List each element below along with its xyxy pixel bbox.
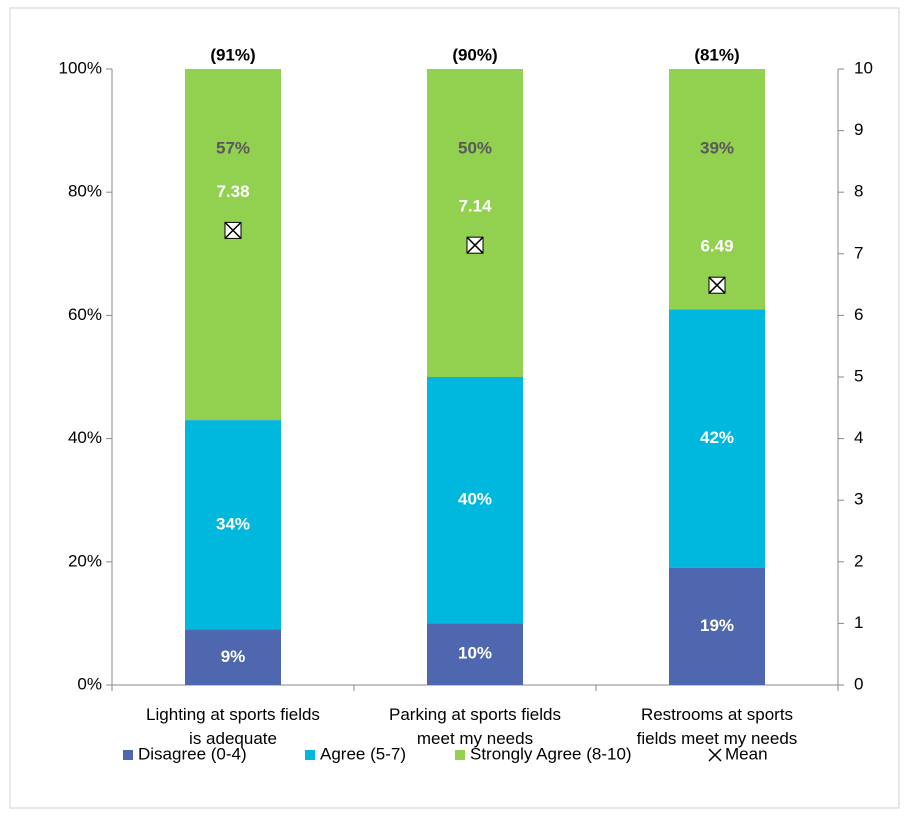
bar-segment [427,623,523,685]
y2-tick-label: 2 [854,551,863,570]
x-tick-label-line: meet my needs [416,729,534,748]
value-label: 57% [216,138,250,157]
value-label: 40% [458,490,492,509]
bar-segment [427,69,523,377]
bar-segment [427,377,523,624]
y2-tick-label: 3 [854,490,863,509]
y-tick-label: 0% [77,674,102,693]
y2-tick-label: 0 [854,674,863,693]
legend-label: Mean [725,744,768,763]
mean-label: 7.38 [216,182,249,201]
total-annotation: (91%) [210,45,255,64]
x-tick-label: Parking at sports fields meet my needs [354,703,596,751]
x-tick-label-line: is adequate [189,729,277,748]
y2-tick-label: 10 [854,58,873,77]
y2-tick-label: 5 [854,366,863,385]
x-tick-label-line: Parking at sports fields [389,705,561,724]
y2-tick-label: 8 [854,182,863,201]
y2-tick-label: 7 [854,243,863,262]
legend-swatch [123,750,133,760]
mean-marker [466,236,484,254]
value-label: 34% [216,514,250,533]
total-annotation: (90%) [452,45,497,64]
value-label: 10% [458,644,492,663]
legend-label: Strongly Agree (8-10) [470,744,632,763]
bar-segment [669,69,765,310]
bar-segment [185,420,281,630]
x-tick-label-line: fields meet my needs [636,729,798,748]
y-tick-label: 100% [59,58,102,77]
mean-label: 6.49 [700,237,733,256]
bar-segment [185,629,281,685]
x-tick-label: Lighting at sports fields is adequate [112,703,354,751]
legend-label: Disagree (0-4) [138,744,247,763]
legend-swatch [455,750,465,760]
y-tick-label: 20% [68,551,102,570]
total-annotation: (81%) [694,45,739,64]
x-tick-label-line: Lighting at sports fields [146,705,320,724]
x-tick-label-line: Restrooms at sports [640,705,794,724]
y-tick-label: 60% [68,305,102,324]
mean-marker-x [224,221,242,239]
bar-segment [669,567,765,685]
legend-marker [708,748,722,762]
value-label: 19% [700,616,734,635]
legend-swatch [305,750,315,760]
legend-label: Agree (5-7) [320,744,406,763]
value-label: 39% [700,138,734,157]
mean-marker [224,221,242,239]
mean-label: 7.14 [458,197,492,216]
bar-segment [185,69,281,421]
y2-tick-label: 1 [854,613,863,632]
y2-tick-label: 9 [854,120,863,139]
y-tick-label: 80% [68,182,102,201]
bar-segment [669,309,765,568]
mean-marker-x [708,276,726,294]
value-label: 42% [700,428,734,447]
y2-tick-label: 4 [854,428,863,447]
x-tick-label: Restrooms at sports fields meet my needs [596,703,838,751]
y2-tick-label: 6 [854,305,863,324]
value-label: 50% [458,138,492,157]
mean-marker [708,276,726,294]
y-tick-label: 40% [68,428,102,447]
value-label: 9% [221,647,246,666]
mean-marker-x [466,236,484,254]
